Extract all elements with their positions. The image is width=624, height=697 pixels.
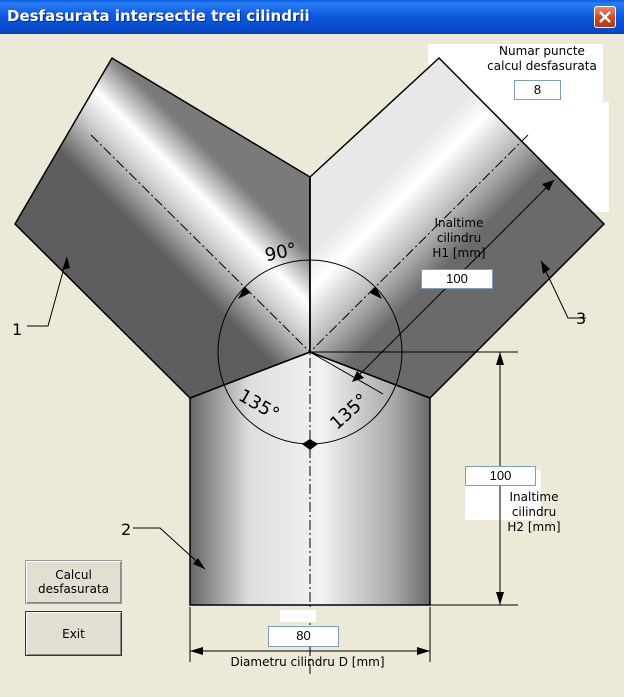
h1-label-line2: cilindru	[436, 231, 482, 245]
calc-desfasurata-button[interactable]: Calcul desfasurata	[25, 560, 122, 604]
callout-leaders	[27, 256, 586, 570]
h2-label-line2: cilindru	[511, 505, 557, 519]
h2-label-line1: Inaltime	[509, 490, 559, 504]
callout-3: 3	[576, 309, 586, 328]
h1-input[interactable]: 100	[421, 269, 493, 289]
h1-label: Inaltime cilindru H1 [mm]	[424, 216, 494, 261]
h1-label-line1: Inaltime	[434, 216, 484, 230]
puncte-label-line1: Numar puncte	[499, 44, 585, 58]
cylinder-1-body	[14, 56, 311, 399]
calc-button-line2: desfasurata	[37, 582, 110, 596]
exit-button-label: Exit	[62, 627, 85, 641]
diameter-label: Diametru cilindru D [mm]	[230, 655, 385, 669]
three-cylinder-drawing: 90° 135° 135° 1 3 2	[12, 56, 606, 674]
d-label-bg	[280, 610, 316, 622]
puncte-label: Numar puncte calcul desfasurata	[477, 44, 607, 74]
d-dimension	[189, 607, 431, 662]
close-icon	[599, 11, 611, 23]
window-title: Desfasurata intersectie trei cilindrii	[7, 7, 310, 25]
diameter-input[interactable]: 80	[268, 626, 339, 647]
close-button[interactable]	[594, 6, 616, 28]
puncte-input[interactable]: 8	[514, 80, 561, 100]
h2-input[interactable]: 100	[465, 466, 536, 486]
puncte-label-line2: calcul desfasurata	[487, 59, 597, 73]
angle-arrows	[238, 287, 382, 450]
h1-label-line3: H1 [mm]	[432, 246, 486, 260]
h2-label-line3: H2 [mm]	[507, 520, 561, 534]
calc-button-line1: Calcul	[55, 568, 92, 582]
exit-button[interactable]: Exit	[25, 611, 122, 656]
h2-label: Inaltime cilindru H2 [mm]	[499, 490, 569, 535]
title-bar: Desfasurata intersectie trei cilindrii	[0, 0, 624, 34]
callout-1: 1	[12, 320, 22, 339]
callout-2: 2	[121, 520, 131, 539]
client-area: 90° 135° 135° 1 3 2 Numar puncte calcul …	[3, 34, 621, 694]
